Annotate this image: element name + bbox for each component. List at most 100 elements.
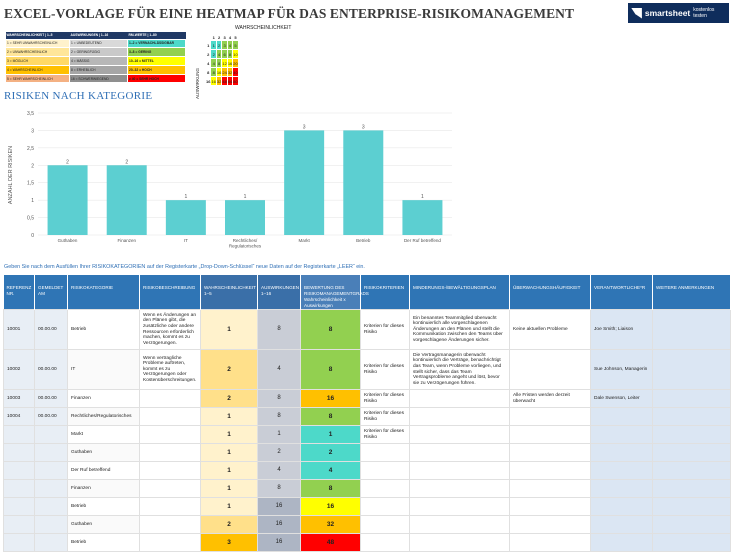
description-cell[interactable] — [139, 389, 201, 408]
category-cell[interactable]: Rechtliches/Regulatorisches — [67, 407, 140, 426]
date-cell[interactable] — [34, 515, 68, 534]
likelihood-cell[interactable]: 3 — [200, 533, 258, 552]
description-cell[interactable] — [139, 407, 201, 426]
category-cell[interactable]: IT — [67, 349, 140, 390]
description-cell[interactable] — [139, 533, 201, 552]
monitoring-cell[interactable]: Keine aktuellen Probleme — [509, 309, 591, 350]
monitoring-cell[interactable]: Alle Fristen werden derzeit überwacht — [509, 389, 591, 408]
impact-cell[interactable]: 4 — [257, 461, 301, 480]
owner-cell[interactable]: Dale Swenson, Leiter — [590, 389, 653, 408]
criteria-cell[interactable] — [360, 443, 410, 462]
rating-cell[interactable]: 16 — [300, 389, 361, 408]
impact-cell[interactable]: 16 — [257, 515, 301, 534]
rating-cell[interactable]: 2 — [300, 443, 361, 462]
ref-cell[interactable] — [3, 479, 35, 498]
impact-cell[interactable]: 1 — [257, 425, 301, 444]
likelihood-cell[interactable]: 1 — [200, 479, 258, 498]
monitoring-cell[interactable] — [509, 349, 591, 390]
owner-cell[interactable] — [590, 497, 653, 516]
notes-cell[interactable] — [652, 461, 731, 480]
date-cell[interactable]: 00.00.00 — [34, 407, 68, 426]
mitigation-plan-cell[interactable] — [409, 461, 510, 480]
likelihood-cell[interactable]: 1 — [200, 497, 258, 516]
likelihood-cell[interactable]: 2 — [200, 389, 258, 408]
notes-cell[interactable] — [652, 515, 731, 534]
mitigation-plan-cell[interactable] — [409, 497, 510, 516]
category-cell[interactable]: Guthaben — [67, 443, 140, 462]
criteria-cell[interactable] — [360, 497, 410, 516]
mitigation-plan-cell[interactable] — [409, 425, 510, 444]
notes-cell[interactable] — [652, 349, 731, 390]
category-cell[interactable]: Guthaben — [67, 515, 140, 534]
monitoring-cell[interactable] — [509, 479, 591, 498]
notes-cell[interactable] — [652, 479, 731, 498]
date-cell[interactable] — [34, 461, 68, 480]
owner-cell[interactable] — [590, 425, 653, 444]
owner-cell[interactable] — [590, 479, 653, 498]
smartsheet-logo-button[interactable]: smartsheet kostenlos testen — [628, 3, 729, 23]
monitoring-cell[interactable] — [509, 443, 591, 462]
notes-cell[interactable] — [652, 497, 731, 516]
rating-cell[interactable]: 8 — [300, 479, 361, 498]
impact-cell[interactable]: 8 — [257, 309, 301, 350]
owner-cell[interactable] — [590, 443, 653, 462]
criteria-cell[interactable]: Kriterien für dieses Risiko — [360, 349, 410, 390]
owner-cell[interactable] — [590, 515, 653, 534]
ref-cell[interactable]: 10001 — [3, 309, 35, 350]
impact-cell[interactable]: 16 — [257, 497, 301, 516]
description-cell[interactable] — [139, 497, 201, 516]
notes-cell[interactable] — [652, 533, 731, 552]
ref-cell[interactable]: 10002 — [3, 349, 35, 390]
rating-cell[interactable]: 8 — [300, 407, 361, 426]
ref-cell[interactable] — [3, 515, 35, 534]
notes-cell[interactable] — [652, 407, 731, 426]
owner-cell[interactable]: Joe Smith; Liaison — [590, 309, 653, 350]
mitigation-plan-cell[interactable] — [409, 407, 510, 426]
impact-cell[interactable]: 16 — [257, 533, 301, 552]
notes-cell[interactable] — [652, 425, 731, 444]
ref-cell[interactable] — [3, 443, 35, 462]
category-cell[interactable]: Der Ruf betreffend — [67, 461, 140, 480]
category-cell[interactable]: Markt — [67, 425, 140, 444]
ref-cell[interactable] — [3, 497, 35, 516]
impact-cell[interactable]: 8 — [257, 407, 301, 426]
owner-cell[interactable] — [590, 407, 653, 426]
description-cell[interactable] — [139, 461, 201, 480]
date-cell[interactable]: 00.00.00 — [34, 389, 68, 408]
owner-cell[interactable] — [590, 461, 653, 480]
monitoring-cell[interactable] — [509, 515, 591, 534]
likelihood-cell[interactable]: 2 — [200, 515, 258, 534]
ref-cell[interactable] — [3, 461, 35, 480]
monitoring-cell[interactable] — [509, 533, 591, 552]
monitoring-cell[interactable] — [509, 461, 591, 480]
mitigation-plan-cell[interactable] — [409, 515, 510, 534]
rating-cell[interactable]: 4 — [300, 461, 361, 480]
date-cell[interactable] — [34, 497, 68, 516]
description-cell[interactable]: Wenn vertragliche Probleme auftreten, ko… — [139, 349, 201, 390]
criteria-cell[interactable] — [360, 479, 410, 498]
rating-cell[interactable]: 8 — [300, 309, 361, 350]
criteria-cell[interactable] — [360, 461, 410, 480]
impact-cell[interactable]: 2 — [257, 443, 301, 462]
likelihood-cell[interactable]: 1 — [200, 309, 258, 350]
ref-cell[interactable]: 10003 — [3, 389, 35, 408]
likelihood-cell[interactable]: 1 — [200, 407, 258, 426]
description-cell[interactable] — [139, 515, 201, 534]
category-cell[interactable]: Finanzen — [67, 389, 140, 408]
likelihood-cell[interactable]: 1 — [200, 461, 258, 480]
description-cell[interactable]: Wenn es Änderungen an den Plänen gibt, d… — [139, 309, 201, 350]
date-cell[interactable] — [34, 479, 68, 498]
impact-cell[interactable]: 8 — [257, 479, 301, 498]
category-cell[interactable]: Betrieb — [67, 309, 140, 350]
mitigation-plan-cell[interactable] — [409, 443, 510, 462]
monitoring-cell[interactable] — [509, 407, 591, 426]
date-cell[interactable]: 00.00.00 — [34, 309, 68, 350]
category-cell[interactable]: Finanzen — [67, 479, 140, 498]
date-cell[interactable] — [34, 443, 68, 462]
owner-cell[interactable]: Sue Johnson, Managerin — [590, 349, 653, 390]
impact-cell[interactable]: 4 — [257, 349, 301, 390]
mitigation-plan-cell[interactable] — [409, 479, 510, 498]
monitoring-cell[interactable] — [509, 425, 591, 444]
owner-cell[interactable] — [590, 533, 653, 552]
mitigation-plan-cell[interactable]: Die Vertragsmanagerin überwacht kontinui… — [409, 349, 510, 390]
